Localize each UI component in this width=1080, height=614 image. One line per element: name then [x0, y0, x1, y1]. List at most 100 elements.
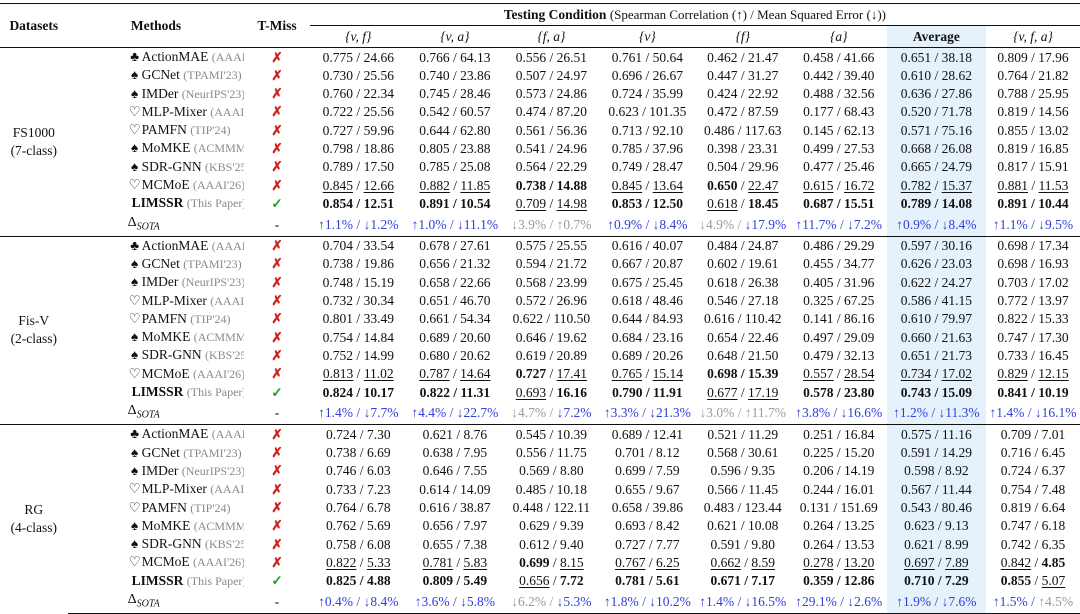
tmiss-mark: ✗	[271, 67, 283, 83]
metric-cell: 0.782 / 15.37	[886, 176, 987, 195]
metric-cell: 0.623 / 101.35	[600, 103, 695, 121]
mse-value: 21.82	[1038, 67, 1069, 83]
spearman-value: 0.556	[515, 49, 547, 65]
spearman-value: 0.541	[515, 140, 547, 156]
metric-cell: 0.656 / 21.32	[407, 255, 503, 273]
table-body: FS1000(7-class)♣ActionMAE (AAAI'23)✗0.77…	[0, 47, 1080, 614]
mse-value: 151.69	[840, 500, 878, 515]
mse-value: 6.37	[1041, 463, 1066, 479]
tmiss-mark: ✗	[271, 177, 283, 193]
value-separator: /	[1027, 67, 1039, 83]
spearman-value: 0.789	[900, 195, 932, 211]
spearman-value: 0.264	[803, 518, 834, 534]
spearman-value: 0.648	[707, 347, 738, 363]
metric-cell: 0.656 / 7.72	[503, 572, 600, 590]
mse-value: 25.95	[1038, 86, 1069, 102]
metric-cell: 0.499 / 27.53	[791, 139, 887, 157]
metric-cell: 0.809 / 5.49	[407, 572, 503, 590]
mse-value: 87.20	[556, 104, 587, 120]
value-separator: /	[934, 536, 946, 552]
delta-cell: ↑1.4% / ↓7.7%	[310, 401, 407, 424]
tmiss-mark: ✗	[271, 463, 283, 479]
mse-value: 17.34	[1038, 238, 1069, 254]
value-separator: /	[1027, 347, 1039, 363]
spearman-value: 0.805	[419, 140, 450, 156]
tmiss-mark: ✗	[271, 366, 283, 382]
metric-cell: 0.713 / 92.10	[600, 121, 695, 139]
mse-value: 6.03	[366, 463, 391, 479]
spearman-value: 0.591	[900, 445, 932, 461]
mse-value: 15.91	[1038, 159, 1069, 175]
delta-separator: /	[353, 216, 364, 232]
value-separator: /	[353, 329, 364, 345]
tmiss-mark: ✗	[244, 47, 310, 67]
metric-cell: 0.568 / 23.99	[503, 273, 600, 291]
value-separator: /	[931, 140, 942, 156]
delta-cell: ↑11.7% / ↓7.2%	[791, 213, 887, 236]
spearman-value: 0.206	[803, 463, 834, 479]
method-row: ♡MCMoE (AAAI'26) ✗ 0.845 / 12.66 0.882 / 11…	[0, 176, 1080, 195]
mse-value: 11.02	[363, 366, 394, 382]
metric-cell: 0.790 / 11.91	[600, 383, 695, 401]
metric-cell: 0.891 / 10.54	[407, 194, 503, 212]
metric-cell: 0.591 / 9.80	[695, 535, 791, 553]
spearman-value: 0.447	[707, 67, 738, 83]
mse-value: 24.87	[748, 238, 779, 254]
spearman-value: 0.650	[707, 177, 738, 193]
spearman-value: 0.809	[997, 49, 1028, 65]
spearman-value: 0.458	[803, 49, 834, 65]
metric-cell: 0.618 / 48.46	[600, 292, 695, 310]
method-cell: ♠ GCNet (TPAMI'23)	[68, 444, 245, 462]
spearman-value: 0.724	[611, 86, 643, 102]
mse-value: 23.16	[652, 329, 683, 345]
delta-separator: /	[734, 593, 745, 609]
metric-cell: 0.732 / 30.34	[310, 292, 407, 310]
metric-cell: 0.424 / 22.92	[695, 85, 791, 103]
value-separator: /	[549, 518, 560, 534]
method-family-icon: ♠	[131, 85, 139, 101]
metric-cell: 0.704 / 33.54	[309, 235, 407, 255]
tmiss-mark: ✗	[244, 235, 310, 255]
spearman-value: 0.612	[519, 536, 550, 552]
spearman-value: 0.727	[615, 536, 646, 552]
method-venue: (AAAI'23)	[211, 238, 245, 253]
metric-cell: 0.206 / 14.19	[791, 462, 887, 480]
value-separator: /	[449, 329, 461, 345]
mse-value: 24.86	[556, 86, 587, 102]
value-separator: /	[833, 67, 845, 83]
mse-value: 4.85	[1041, 554, 1066, 570]
condition-header: {f, a}	[502, 25, 600, 48]
delta-cell: ↑0.4% / ↓8.4%	[309, 589, 407, 614]
spearman-value: 0.504	[707, 159, 738, 175]
spearman-value: 0.405	[803, 274, 834, 290]
spearman-value: 0.658	[611, 500, 643, 515]
delta-separator: /	[830, 405, 841, 421]
delta-mse: ↓7.7%	[363, 405, 399, 421]
mse-value: 27.18	[748, 293, 779, 309]
value-separator: /	[833, 177, 845, 193]
delta-cell: ↑1.4% / ↓16.1%	[986, 401, 1080, 424]
method-venue: (TPAMI'23)	[183, 256, 242, 271]
method-name: SDR-GNN	[141, 158, 202, 174]
method-venue: (This Paper)	[186, 573, 245, 588]
metric-cell: 0.566 / 11.45	[695, 480, 791, 498]
metric-cell: 0.842 / 4.85	[986, 553, 1080, 571]
mse-value: 84.93	[652, 311, 683, 327]
mse-value: 20.26	[652, 347, 683, 363]
metric-cell: 0.766 / 64.13	[406, 47, 503, 67]
spearman-value: 0.752	[322, 347, 354, 363]
method-venue: (NeurIPS'23)	[181, 275, 245, 290]
value-separator: /	[737, 518, 749, 534]
spearman-value: 0.760	[322, 86, 354, 102]
method-cell: ♠SDR-GNN (KBS'25)	[68, 158, 244, 176]
value-separator: /	[1027, 49, 1039, 65]
method-row: ♠ IMDer (NeurIPS'23) ✗ 0.760 / 22.34 0.745 /…	[0, 84, 1080, 103]
method-family-icon: ♡	[128, 292, 141, 308]
metric-cell: 0.616 / 38.87	[407, 499, 503, 517]
metric-cell: 0.689 / 20.26	[600, 346, 695, 364]
tmiss-mark: ✗	[271, 347, 283, 363]
mse-value: 39.86	[652, 500, 683, 515]
value-separator: /	[737, 49, 749, 65]
metric-cell: 0.845 / 12.66	[310, 176, 407, 194]
value-separator: /	[1027, 122, 1039, 138]
